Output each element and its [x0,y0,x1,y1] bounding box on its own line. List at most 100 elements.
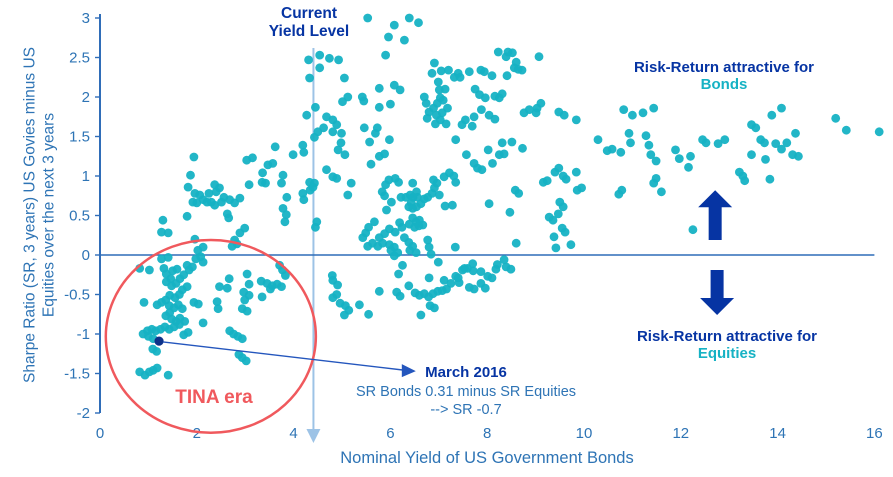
scatter-point [152,300,162,310]
scatter-point [374,286,384,296]
scatter-point [374,102,384,112]
scatter-point [577,183,586,193]
scatter-point [430,303,439,313]
x-tick-label: 14 [769,425,786,442]
scatter-point [397,222,407,232]
y-tick-label: 1.5 [69,129,90,146]
scatter-point [281,210,291,220]
current-yield-annotation: Current Yield Level [269,5,349,41]
scatter-point [499,149,509,159]
scatter-point [674,154,684,164]
scatter-point [476,267,486,276]
scatter-point [189,152,199,162]
y-tick-label: 0.5 [69,208,90,225]
scatter-point [431,119,440,129]
scatter-point [559,110,569,120]
scatter-point [139,298,149,307]
scatter-point [468,259,478,269]
scatter-point [791,128,800,138]
tina-era-ellipse [104,238,318,434]
scatter-point [424,273,434,283]
scatter-point [381,50,390,60]
scatter-point [649,178,659,188]
scatter-point [462,150,471,160]
equities-annotation-line2: Equities [697,345,757,363]
scatter-point [491,264,501,274]
scatter-point [437,286,447,295]
x-tick-label: 12 [672,425,689,442]
scatter-point [288,150,298,160]
scatter-point [553,209,563,219]
scatter-point [549,232,559,242]
scatter-point [713,139,723,149]
scatter-point [671,145,680,155]
y-tick-label: 0 [82,247,90,264]
scatter-point [343,190,353,200]
scatter-point [480,283,490,293]
scatter-point [183,328,193,337]
scatter-point [433,257,443,267]
scatter-point [212,297,222,306]
scatter-point [224,274,234,284]
march-2016-callout-line [162,341,404,371]
x-tick-label: 16 [866,425,883,442]
march-2016-line1: SR Bonds 0.31 minus SR Equities [355,383,577,400]
scatter-point [395,85,405,95]
bonds-annotation-line1: Risk-Return attractive for [633,59,815,76]
x-tick-label: 0 [96,425,104,442]
scatter-point [380,191,389,201]
scatter-point [261,178,270,188]
march-2016-annotation: March 2016 SR Bonds 0.31 minus SR Equiti… [356,364,576,419]
scatter-point [497,138,507,148]
y-axis-title: Sharpe Ratio (SR, 3 years) US Govies min… [21,47,60,383]
scatter-point [638,108,648,118]
scatter-point [340,73,349,83]
y-tick-label: -1.5 [64,366,90,383]
scatter-point [299,195,309,205]
scatter-point [488,159,497,168]
scatter-point [505,207,515,217]
scatter-point [157,254,166,264]
scatter-point [644,140,654,150]
scatter-point [616,147,626,157]
scatter-point [441,119,451,129]
x-axis-title: Nominal Yield of US Government Bonds [340,449,634,467]
scatter-point [371,128,380,138]
scatter-point [227,241,237,251]
scatter-point [163,370,173,380]
scatter-point [507,137,517,147]
scatter-point [382,205,391,215]
scatter-point [277,178,286,188]
scatter-point [337,128,346,138]
scatter-point [657,187,666,197]
scatter-point [198,318,208,328]
scatter-point [571,167,581,177]
scatter-point [333,145,343,155]
scatter-point [308,182,318,192]
bonds-annotation: Risk-Return attractive for Bonds [634,59,814,94]
scatter-point [499,255,509,265]
scatter-point [148,344,158,354]
scatter-point [651,156,661,166]
scatter-point [777,103,786,113]
scatter-point [684,162,693,172]
scatter-point [628,110,637,120]
scatter-point [157,227,166,237]
scatter-point [266,284,275,294]
scatter-point [311,102,320,112]
scatter-point [359,96,369,106]
scatter-point [551,243,561,253]
scatter-point [646,150,656,160]
scatter-point [340,150,350,160]
scatter-point [440,201,450,211]
scatter-point [777,144,786,154]
down-arrow-icon [700,270,735,316]
scatter-point [454,278,464,287]
scatter-point [257,292,267,302]
scatter-point [298,140,308,150]
tina-era-label: TINA era [175,387,253,408]
scatter-point [363,241,373,251]
scatter-point [186,170,195,180]
